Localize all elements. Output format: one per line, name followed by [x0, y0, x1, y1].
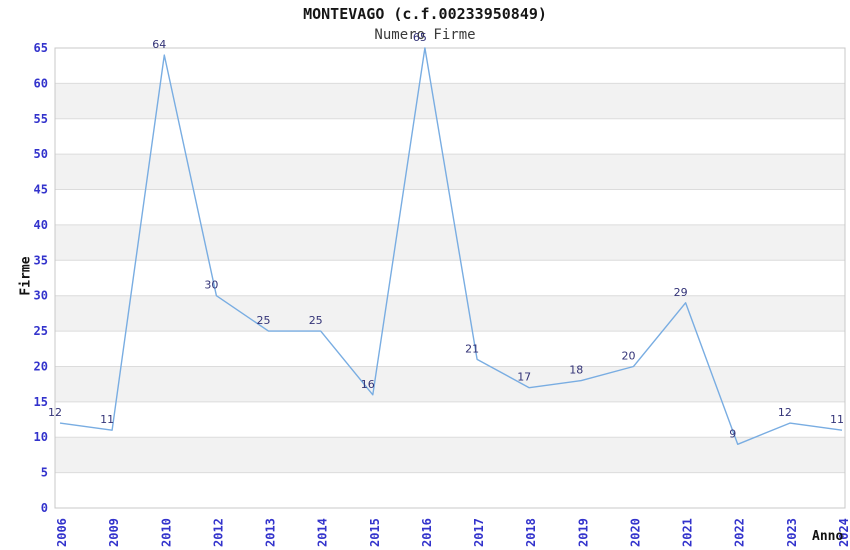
data-point-label: 64 [152, 38, 166, 51]
data-point-label: 17 [517, 371, 531, 384]
chart-title: MONTEVAGO (c.f.00233950849) [303, 5, 547, 23]
x-tick-label: 2017 [472, 518, 486, 547]
x-tick-label: 2020 [629, 518, 643, 547]
plot-border [54, 47, 846, 509]
y-axis-label: Firme [18, 256, 34, 296]
x-tick-label: 2021 [681, 518, 695, 547]
y-tick-label: 10 [34, 430, 48, 444]
data-point-label: 25 [309, 314, 323, 327]
x-axis-label: Anno [812, 529, 844, 544]
data-point-label: 12 [778, 406, 792, 419]
y-tick-label: 15 [34, 395, 48, 409]
x-tick-label: 2010 [159, 518, 173, 547]
x-tick-label: 2023 [785, 518, 799, 547]
y-tick-label: 55 [34, 112, 48, 126]
grid-band [55, 83, 845, 119]
data-point-label: 11 [830, 413, 844, 426]
data-point-label: 21 [465, 342, 479, 355]
x-tick-label: 2022 [733, 518, 747, 547]
y-tick-label: 45 [34, 183, 48, 197]
y-tick-label: 65 [34, 41, 48, 55]
x-tick-label: 2015 [368, 518, 382, 547]
y-tick-label: 35 [34, 253, 48, 267]
grid-band [55, 154, 845, 190]
data-point-label: 9 [729, 427, 736, 440]
data-point-label: 29 [674, 286, 688, 299]
x-tick-label: 2016 [420, 518, 434, 547]
data-point-label: 12 [48, 406, 62, 419]
data-series-line [59, 47, 843, 445]
y-tick-label: 50 [34, 147, 48, 161]
y-tick-label: 0 [41, 501, 48, 515]
x-tick-label: 2024 [837, 518, 850, 547]
x-tick-label: 2013 [264, 518, 278, 547]
x-tick-label: 2014 [316, 518, 330, 547]
grid-band [55, 224, 845, 261]
data-point-label: 30 [204, 279, 218, 292]
data-point-label: 65 [413, 31, 427, 44]
data-point-label: 18 [569, 364, 583, 377]
data-point-label: 11 [100, 413, 114, 426]
x-tick-label: 2012 [211, 518, 225, 547]
data-point-label: 20 [622, 350, 636, 363]
grid-band [55, 437, 845, 473]
y-tick-label: 40 [34, 218, 48, 232]
y-tick-label: 30 [34, 289, 48, 303]
y-tick-label: 20 [34, 360, 48, 374]
y-tick-label: 5 [41, 466, 48, 480]
grid-band [55, 295, 845, 332]
grid-band [55, 366, 845, 402]
chart-subtitle: Numero Firme [374, 27, 476, 43]
data-point-label: 16 [361, 378, 375, 391]
x-tick-label: 2006 [55, 518, 69, 547]
data-point-label: 25 [257, 314, 271, 327]
x-tick-label: 2009 [107, 518, 121, 547]
y-tick-label: 25 [34, 324, 48, 338]
x-tick-label: 2019 [576, 518, 590, 547]
y-tick-label: 60 [34, 76, 48, 90]
x-tick-label: 2018 [524, 518, 538, 547]
